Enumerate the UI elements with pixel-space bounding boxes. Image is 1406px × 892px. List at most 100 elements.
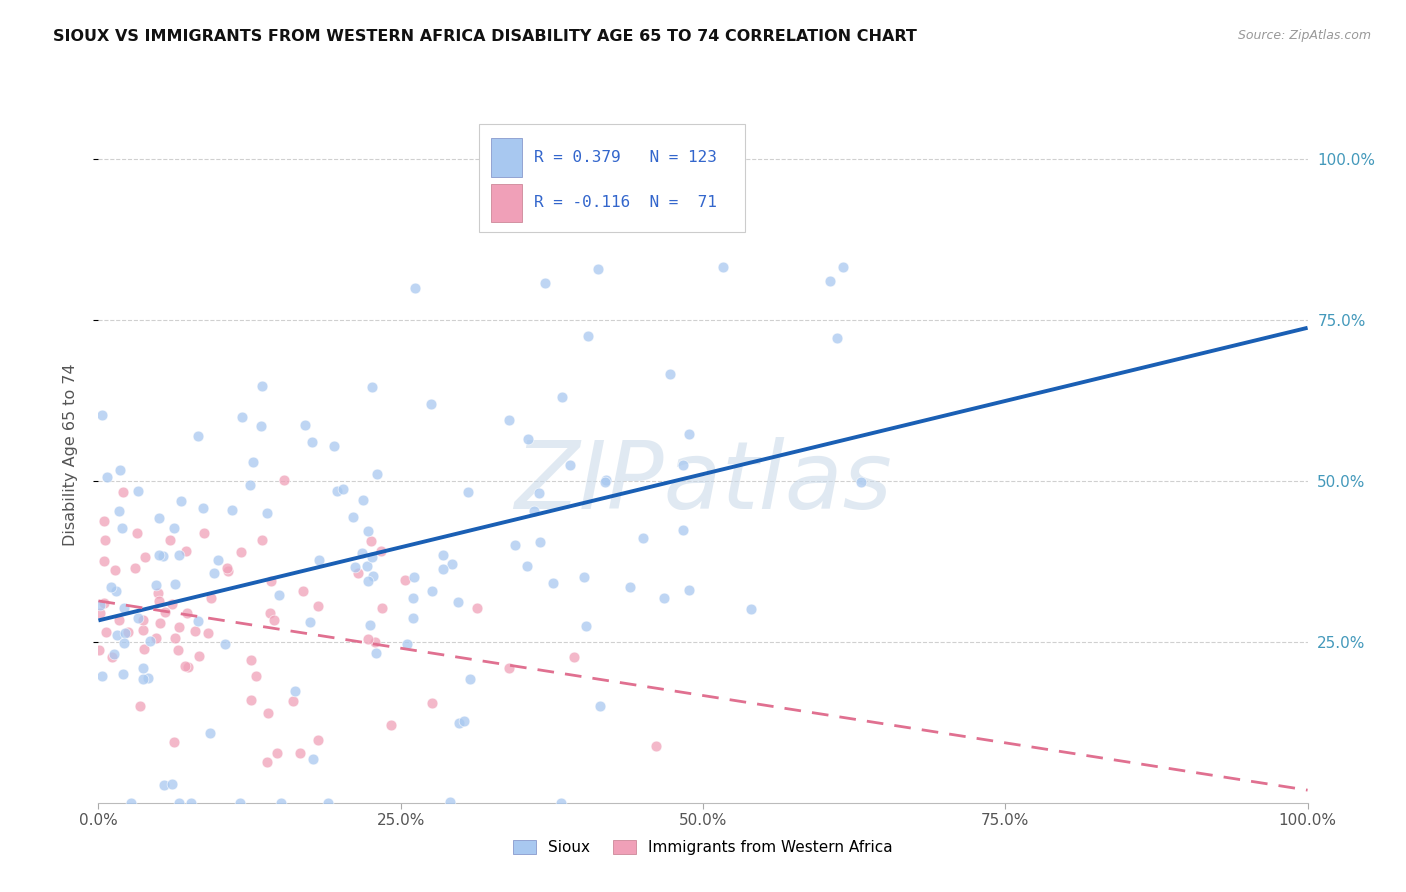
Point [176,606,198,620]
Point [180,796,202,810]
Point [307,599,329,613]
Point [432,562,454,576]
Point [441,558,464,572]
Point [166,643,188,657]
Point [112,635,135,649]
Point [170,493,193,508]
Point [831,260,853,274]
Point [89,643,111,657]
Point [263,613,285,627]
Point [165,577,187,591]
Point [200,591,222,605]
Point [404,281,426,295]
Point [498,413,520,427]
Point [249,418,271,433]
Point [360,533,382,548]
Point [187,429,209,443]
Point [291,583,314,598]
Point [153,778,176,792]
Point [89,598,111,612]
Point [128,699,150,714]
Point [672,523,695,537]
Point [371,601,394,615]
Point [457,485,479,500]
Point [174,544,197,558]
Point [562,650,585,665]
Point [136,671,159,685]
Point [825,331,848,345]
Point [402,611,425,625]
Point [259,606,281,620]
Point [155,606,177,620]
Point [184,624,207,638]
Point [221,503,243,517]
Point [174,659,197,673]
Point [93,596,115,610]
Point [260,574,283,588]
Point [134,549,156,564]
Y-axis label: Disability Age 65 to 74: Disability Age 65 to 74 [63,364,77,546]
Point [360,550,382,565]
Point [678,427,700,442]
Point [370,543,392,558]
Point [229,545,252,559]
Point [103,647,125,661]
Point [146,586,169,600]
Point [294,417,316,432]
FancyBboxPatch shape [479,124,745,232]
Point [217,565,239,579]
Point [366,467,388,481]
Point [516,559,538,574]
Point [420,697,443,711]
Point [516,432,538,446]
Point [316,796,339,810]
Point [163,735,186,749]
Point [394,573,416,587]
Point [711,260,734,274]
Point [90,409,112,423]
Point [352,492,374,507]
Point [595,475,617,490]
Point [256,706,278,720]
Point [631,531,654,545]
Point [299,615,322,630]
Point [529,535,551,549]
Point [818,274,841,288]
Point [588,262,610,277]
Point [366,647,388,661]
Point [652,591,675,605]
Point [145,578,167,592]
Point [240,653,263,667]
Point [347,566,370,580]
Point [523,504,546,518]
Point [242,455,264,469]
Point [851,475,873,489]
Point [101,650,124,665]
Point [380,718,402,732]
Point [332,482,354,496]
Point [342,509,364,524]
Point [132,673,155,687]
Point [117,625,139,640]
Point [273,474,295,488]
Point [169,796,191,810]
Point [231,410,253,425]
Point [326,483,349,498]
Point [105,628,128,642]
Point [145,631,167,645]
Point [560,458,582,472]
Point [420,397,443,411]
Point [159,533,181,547]
Point [198,726,221,740]
Point [323,439,346,453]
Point [105,583,128,598]
Point [188,648,211,663]
Point [534,276,557,290]
Point [359,618,381,632]
Point [301,751,323,765]
Point [228,796,250,810]
Point [395,637,418,651]
Point [163,520,186,534]
Point [449,716,471,731]
Point [360,379,382,393]
